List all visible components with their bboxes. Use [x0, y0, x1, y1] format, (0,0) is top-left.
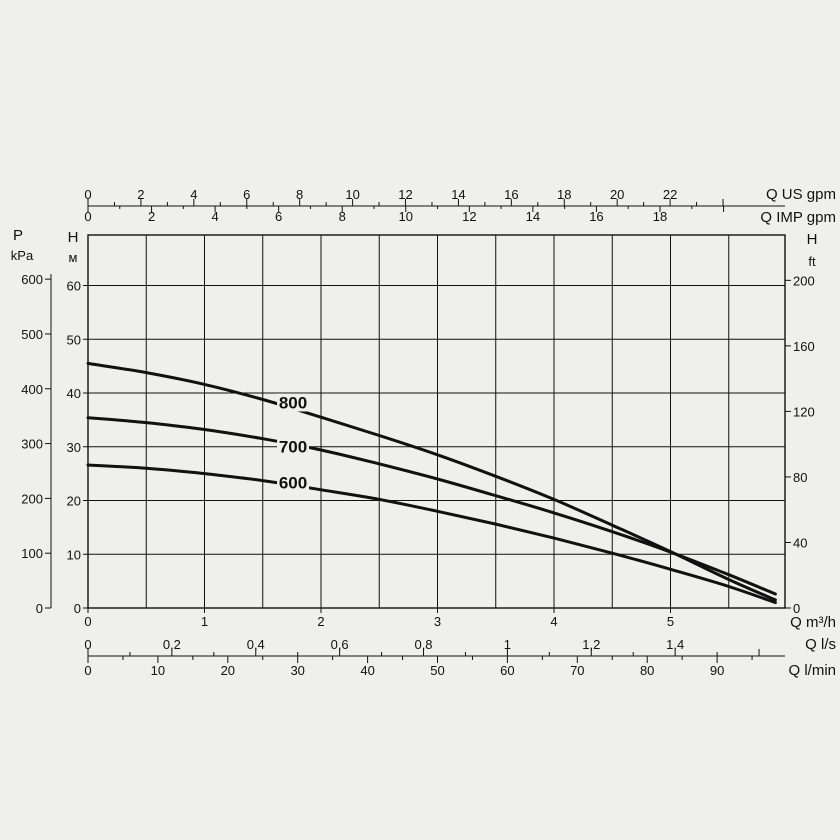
- tick-label-h-m: 50: [67, 332, 81, 347]
- curve-label-700: 700: [279, 438, 307, 457]
- axis-title-ft-unit: ft: [808, 254, 816, 269]
- tick-label-ls: 0,6: [331, 637, 349, 652]
- curve-700: [86, 416, 777, 596]
- tick-label-impgpm: 16: [589, 209, 603, 224]
- tick-label-p-kpa: 200: [21, 491, 43, 506]
- tick-label-h-ft: 0: [793, 601, 800, 616]
- tick-label-lmin: 20: [221, 663, 235, 678]
- tick-label-lmin: 60: [500, 663, 514, 678]
- tick-label-h-ft: 80: [793, 470, 807, 485]
- axes: 0102030405060Hм0100200300400500600PkPa04…: [11, 186, 836, 679]
- tick-label-ls: 0: [84, 637, 91, 652]
- tick-label-impgpm: 6: [275, 209, 282, 224]
- tick-label-h-ft: 200: [793, 273, 815, 288]
- axis-title-lmin: Q l/min: [788, 662, 836, 679]
- curve-label-600: 600: [279, 474, 307, 493]
- curve-label-bg: [277, 473, 310, 492]
- tick-label-m3h: 4: [550, 614, 557, 629]
- tick-label-lmin: 30: [290, 663, 304, 678]
- tick-label-ls: 0,2: [163, 637, 181, 652]
- tick-label-lmin: 40: [360, 663, 374, 678]
- tick-label-m3h: 3: [434, 614, 441, 629]
- tick-label-lmin: 10: [151, 663, 165, 678]
- tick-label-h-m: 40: [67, 386, 81, 401]
- tick-label-h-ft: 120: [793, 404, 815, 419]
- tick-label-usgpm: 16: [504, 187, 518, 202]
- tick-label-h-m: 60: [67, 279, 81, 294]
- tick-label-lmin: 50: [430, 663, 444, 678]
- tick-label-usgpm: 18: [557, 187, 571, 202]
- tick-label-usgpm: 2: [137, 187, 144, 202]
- tick-label-ls: 1: [504, 637, 511, 652]
- plot-frame: [87, 234, 786, 609]
- axis-title-p: P: [13, 227, 23, 244]
- tick-label-usgpm: 4: [190, 187, 197, 202]
- tick-label-h-ft: 40: [793, 535, 807, 550]
- tick-label-m3h: 5: [667, 614, 674, 629]
- tick-label-impgpm: 18: [653, 209, 667, 224]
- tick-label-lmin: 90: [710, 663, 724, 678]
- tick-label-p-kpa: 400: [21, 382, 43, 397]
- tick-label-p-kpa: 500: [21, 327, 43, 342]
- tick-label-m3h: 0: [84, 614, 91, 629]
- tick-label-usgpm: 12: [398, 187, 412, 202]
- tick-label-impgpm: 14: [526, 209, 540, 224]
- tick-label-h-m: 10: [67, 547, 81, 562]
- curve-label-bg: [277, 393, 310, 412]
- tick-label-usgpm: 20: [610, 187, 624, 202]
- axis-title-ls: Q l/s: [805, 636, 836, 653]
- tick-label-p-kpa: 0: [36, 601, 43, 616]
- axis-title-m3h: Q m³/h: [790, 614, 836, 631]
- tick-label-h-m: 30: [67, 440, 81, 455]
- tick-label-p-kpa: 600: [21, 272, 43, 287]
- tick-label-ls: 0,4: [247, 637, 265, 652]
- tick-label-usgpm: 0: [84, 187, 91, 202]
- tick-label-p-kpa: 100: [21, 546, 43, 561]
- labels: 800 700 600: [277, 393, 310, 493]
- tick-label-usgpm: 22: [663, 187, 677, 202]
- axis-title-usgpm: Q US gpm: [766, 186, 836, 203]
- tick-label-h-m: 0: [74, 601, 81, 616]
- curve-600: [86, 463, 777, 605]
- curve-label-bg: [277, 437, 310, 456]
- tick-label-ls: 0,8: [414, 637, 432, 652]
- tick-label-impgpm: 10: [399, 209, 413, 224]
- tick-label-impgpm: 2: [148, 209, 155, 224]
- tick-label-impgpm: 4: [211, 209, 218, 224]
- axis-title-h-right: H: [807, 231, 818, 248]
- axis-title-h-unit: м: [69, 250, 78, 265]
- tick-label-h-m: 20: [67, 494, 81, 509]
- grid: [87, 234, 786, 609]
- tick-label-h-ft: 160: [793, 339, 815, 354]
- axis-title-impgpm: Q IMP gpm: [760, 209, 836, 226]
- tick-label-m3h: 2: [317, 614, 324, 629]
- tick-label-lmin: 0: [84, 663, 91, 678]
- axis-title-p-unit: kPa: [11, 248, 34, 263]
- curve-800: [86, 361, 777, 602]
- tick-label-lmin: 80: [640, 663, 654, 678]
- tick-label-usgpm: 6: [243, 187, 250, 202]
- tick-label-lmin: 70: [570, 663, 584, 678]
- curve-label-800: 800: [279, 393, 307, 412]
- tick-label-usgpm: 10: [345, 187, 359, 202]
- tick-label-ls: 1,2: [582, 637, 600, 652]
- tick-label-usgpm: 14: [451, 187, 465, 202]
- tick-label-ls: 1,4: [666, 637, 684, 652]
- tick-label-usgpm: 8: [296, 187, 303, 202]
- tick-label-p-kpa: 300: [21, 437, 43, 452]
- tick-label-impgpm: 12: [462, 209, 476, 224]
- tick-label-impgpm: 8: [339, 209, 346, 224]
- axis-title-h: H: [68, 229, 79, 246]
- curves: [86, 361, 777, 605]
- tick-label-impgpm: 0: [84, 209, 91, 224]
- tick-label-m3h: 1: [201, 614, 208, 629]
